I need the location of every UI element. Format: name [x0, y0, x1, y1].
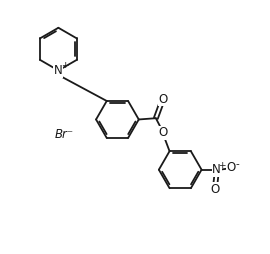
Text: Br⁻: Br⁻	[55, 128, 74, 141]
Text: -: -	[236, 159, 239, 169]
Text: O: O	[158, 126, 167, 139]
Text: +: +	[61, 61, 68, 70]
Text: N: N	[54, 64, 63, 77]
Text: +: +	[218, 161, 226, 170]
Text: N: N	[212, 163, 221, 176]
Text: O: O	[227, 161, 236, 174]
Text: O: O	[159, 93, 168, 106]
Text: O: O	[211, 183, 220, 196]
